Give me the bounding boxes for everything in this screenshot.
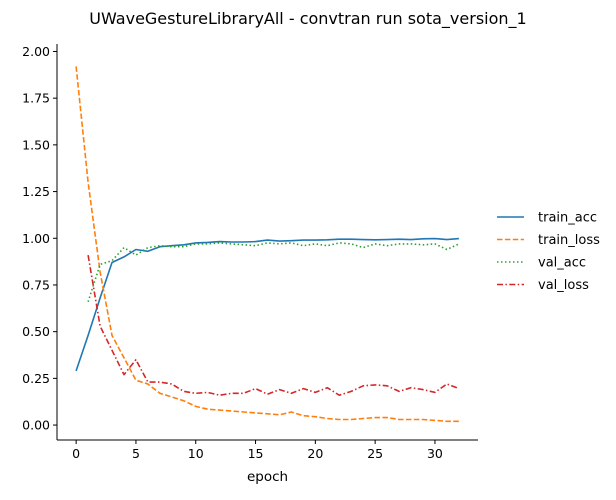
y-tick-label: 0.50 (22, 324, 50, 339)
y-tick-label: 0.75 (22, 277, 50, 292)
series-line-val-loss (87, 254, 460, 397)
series-line-val-acc (87, 242, 460, 303)
legend-label-train-acc: train_acc (538, 211, 597, 226)
y-tick-label: 1.75 (22, 91, 50, 106)
y-axis-ticks: 0.00 0.25 0.50 0.75 1.00 1.25 1.50 1.75 2.00 (22, 44, 57, 433)
x-tick-label: 10 (188, 446, 204, 461)
y-tick-label: 2.00 (22, 44, 50, 59)
x-axis-label: epoch (247, 469, 288, 485)
x-tick-label: 30 (427, 446, 443, 461)
y-tick-label: 0.00 (22, 418, 50, 433)
y-tick-label: 1.25 (22, 184, 50, 199)
x-tick-label: 5 (132, 446, 140, 461)
legend-label-val-acc: val_acc (538, 256, 586, 271)
y-tick-label: 1.00 (22, 231, 50, 246)
y-tick-label: 1.50 (22, 137, 50, 152)
series-layer (75, 66, 460, 423)
legend-label-val-loss: val_loss (538, 278, 589, 293)
x-tick-label: 0 (72, 446, 80, 461)
y-tick-label: 0.25 (22, 371, 50, 386)
legend-label-train-loss: train_loss (538, 233, 600, 248)
series-line-train-acc (75, 237, 459, 372)
series-line-train-loss (75, 66, 459, 423)
x-tick-label: 20 (307, 446, 323, 461)
x-tick-label: 15 (248, 446, 264, 461)
plot-area: 0 5 10 15 20 25 30 0.00 0.25 0.50 0.75 1.00 1.25 1.5… (22, 44, 478, 461)
x-axis-ticks: 0 5 10 15 20 25 30 (72, 440, 443, 461)
chart-title: UWaveGestureLibraryAll - convtran run so… (89, 9, 526, 29)
legend: train_acc train_loss val_acc val_loss (497, 211, 600, 293)
x-tick-label: 25 (367, 446, 383, 461)
